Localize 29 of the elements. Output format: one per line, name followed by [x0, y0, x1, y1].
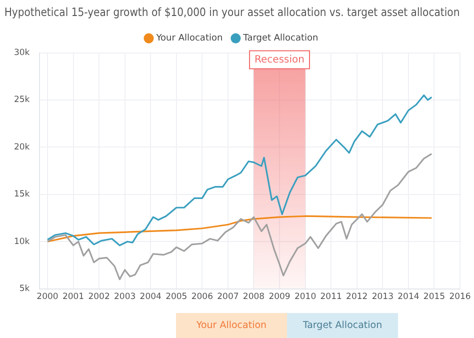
x-tick-label: 2015 [423, 292, 446, 302]
x-tick-label: 2005 [166, 292, 188, 302]
x-tick-label: 2003 [114, 292, 136, 302]
y-tick-label: 30k [14, 48, 30, 58]
x-tick-label: 2016 [449, 292, 471, 302]
y-tick-label: 5k [19, 284, 30, 294]
x-tick-label: 2010 [294, 292, 316, 302]
legend-label: Target Allocation [242, 34, 318, 44]
y-tick-label: 10k [14, 236, 30, 247]
chart-title: Hypothetical 15-year growth of $10,000 in your asset allocation vs. target asset allocation [4, 5, 460, 20]
x-tick-label: 2013 [372, 292, 394, 302]
x-tick-label: 2007 [217, 292, 239, 302]
x-tick-label: 2011 [320, 292, 342, 302]
legend-label: Your Allocation [155, 34, 223, 44]
y-tick-label: 15k [14, 190, 30, 200]
x-tick-label: 2012 [346, 292, 368, 302]
y-tick-label: 25k [14, 95, 30, 106]
x-tick-label: 2006 [191, 292, 213, 302]
x-tick-label: 2002 [88, 292, 110, 302]
y-tick-label: 20k [14, 142, 30, 152]
tab-button: Your Allocation [176, 313, 287, 338]
band-label: Recession [254, 54, 305, 66]
x-tick-label: 2009 [268, 292, 290, 302]
x-tick-label: 2008 [242, 292, 265, 302]
x-tick-label: 2001 [62, 292, 84, 302]
x-tick-label: 2004 [140, 292, 162, 302]
tab-button: Target Allocation [287, 313, 398, 338]
x-tick-label: 2014 [398, 292, 420, 302]
x-tick-label: 2000 [36, 292, 58, 302]
